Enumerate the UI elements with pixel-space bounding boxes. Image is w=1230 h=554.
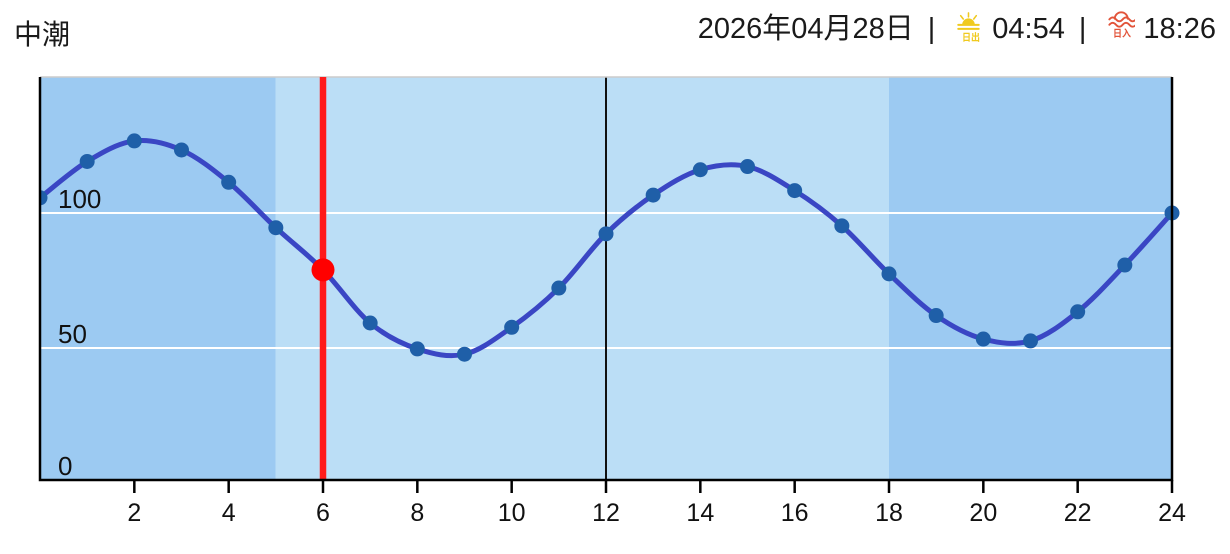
svg-text:100: 100 [58,184,101,214]
svg-text:2: 2 [127,499,141,527]
svg-text:12: 12 [592,499,620,527]
svg-text:50: 50 [58,319,87,349]
svg-text:4: 4 [222,499,236,527]
svg-text:22: 22 [1064,499,1092,527]
svg-text:24: 24 [1158,499,1186,527]
svg-text:10: 10 [498,499,526,527]
svg-text:20: 20 [969,499,997,527]
svg-text:18: 18 [875,499,903,527]
svg-text:6: 6 [316,499,330,527]
svg-text:14: 14 [686,499,714,527]
svg-text:16: 16 [781,499,809,527]
svg-text:0: 0 [58,451,72,481]
svg-text:8: 8 [410,499,424,527]
